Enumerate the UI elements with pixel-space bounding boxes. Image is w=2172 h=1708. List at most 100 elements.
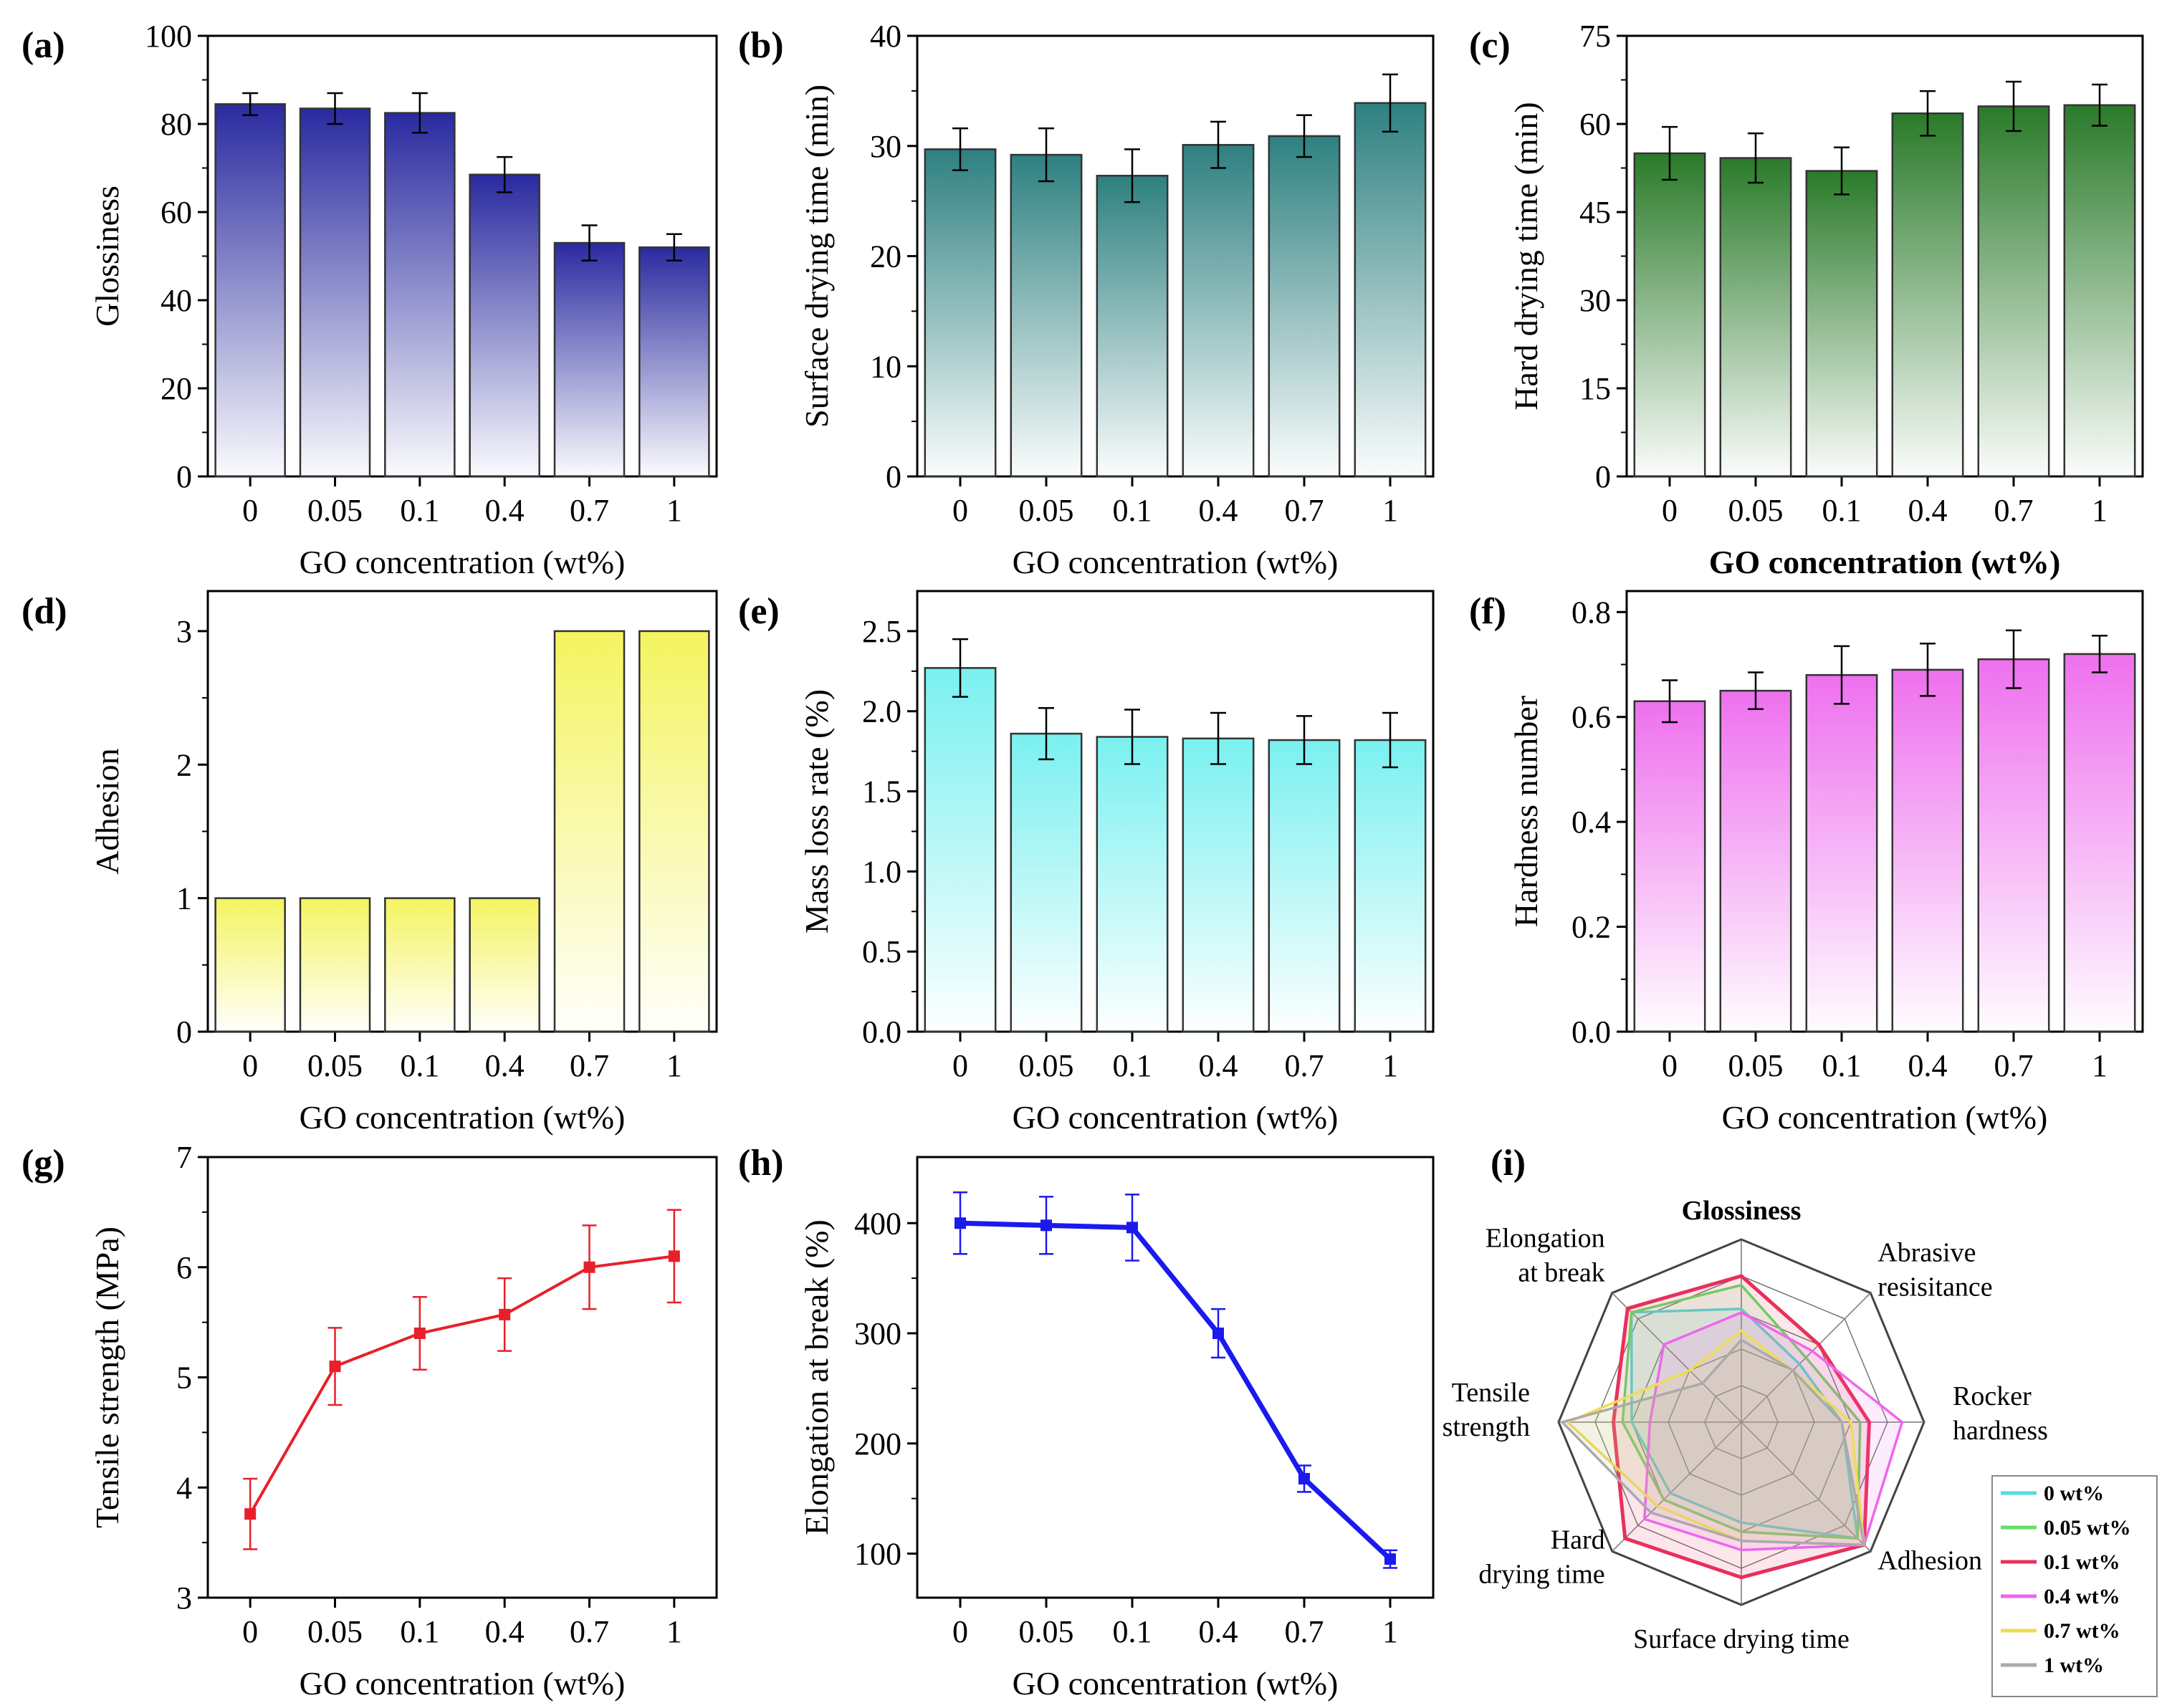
x-axis-label: GO concentration (wt%)	[300, 544, 626, 580]
legend-label: 0.4 wt%	[2044, 1585, 2120, 1608]
y-tick-label: 0.2	[1571, 910, 1611, 945]
radar-axis-label: Tensile	[1452, 1378, 1530, 1408]
radar-series	[1559, 1338, 1866, 1547]
x-tick-label: 0.1	[400, 1048, 439, 1083]
plot-frame	[916, 590, 1435, 1033]
y-tick-label: 200	[854, 1426, 901, 1462]
chart-e: (e) 0.0 0.5 1.0 1.5 2.0 2.5 0 0.05 0.1 0.4 0.7 1 GO c…	[738, 590, 1435, 1136]
radar-axis-label: drying time	[1478, 1559, 1604, 1589]
x-tick-label: 0.7	[1285, 1048, 1324, 1083]
panel-label-i: (i)	[1491, 1143, 1526, 1184]
x-tick-label: 1	[1382, 1614, 1398, 1649]
data-point	[1298, 1472, 1310, 1484]
bar	[1268, 135, 1341, 478]
plot-frame	[206, 590, 718, 1033]
y-tick-label: 0.0	[1571, 1014, 1611, 1050]
bar	[553, 241, 626, 478]
y-tick-label: 0.6	[1571, 700, 1611, 735]
y-axis-label: Adhesion	[89, 748, 125, 874]
legend-label: 0.1 wt%	[2044, 1550, 2120, 1574]
y-axis-label: Mass loss rate (%)	[798, 689, 835, 934]
x-tick-label: 0.1	[400, 493, 439, 528]
bar	[214, 897, 286, 1033]
x-axis-label: GO concentration (wt%)	[300, 1099, 626, 1136]
x-tick-label: 0	[952, 1048, 968, 1083]
x-tick-label: 0.1	[1113, 1614, 1152, 1649]
x-tick-label: 0.1	[1822, 493, 1862, 528]
bar	[2063, 653, 2136, 1033]
bar	[1805, 673, 1878, 1033]
chart-b: (b) 0 10 20 30 40 0 0.05 0.1 0.4 0.7 1 GO concentrat…	[738, 19, 1435, 580]
legend-label: 0.7 wt%	[2044, 1619, 2120, 1643]
y-tick-label: 0	[176, 459, 192, 494]
x-tick-label: 0.7	[570, 493, 609, 528]
y-tick-label: 100	[854, 1537, 901, 1572]
y-tick-label: 30	[1579, 283, 1611, 318]
y-tick-label: 0	[1595, 459, 1611, 494]
radar-axis-label: strength	[1443, 1412, 1530, 1442]
x-tick-label: 1	[666, 1048, 682, 1083]
y-axis-label: Glossiness	[89, 186, 125, 327]
series-line	[960, 1220, 1392, 1561]
x-tick-label: 0.05	[1019, 1614, 1074, 1649]
x-tick-label: 1	[666, 493, 682, 528]
y-tick-label: 7	[176, 1140, 192, 1175]
y-axis-label: Hard drying time (min)	[1508, 102, 1544, 411]
y-axis-label: Elongation at break (%)	[798, 1219, 835, 1535]
y-tick-label: 1.5	[862, 774, 901, 810]
y-tick-label: 4	[176, 1470, 192, 1505]
legend-box	[1991, 1475, 2158, 1697]
x-tick-label: 0.1	[400, 1614, 439, 1649]
bar	[1891, 112, 1964, 478]
chart-c: (c) 0 15 30 45 60 75 0 0.05 0.1 0.4 0.7 1 GO concentr…	[1469, 19, 2144, 580]
bar	[1891, 668, 1964, 1033]
radar-axis-label: resisitance	[1877, 1272, 1992, 1302]
data-point	[1212, 1328, 1224, 1339]
bar	[1354, 739, 1427, 1033]
bar	[1977, 105, 2050, 478]
plot-frame	[1625, 590, 2144, 1033]
bar	[1633, 152, 1706, 478]
data-point	[1126, 1222, 1138, 1234]
x-tick-label: 0.1	[1113, 1048, 1152, 1083]
y-axis-label: Surface drying time (min)	[798, 85, 835, 428]
y-tick-label: 40	[161, 283, 192, 318]
bar	[384, 112, 456, 478]
radar-axis-label: Abrasive	[1877, 1238, 1976, 1268]
y-tick-label: 0.0	[862, 1014, 901, 1050]
plot-frame	[916, 1156, 1435, 1599]
y-tick-label: 30	[870, 129, 901, 164]
data-point	[1040, 1219, 1052, 1232]
plot-frame	[206, 1156, 718, 1599]
y-tick-label: 6	[176, 1250, 192, 1285]
bar	[214, 103, 286, 478]
legend-label: 1 wt%	[2044, 1654, 2104, 1677]
y-tick-label: 3	[176, 1580, 192, 1616]
radar-axis-label: Adhesion	[1877, 1545, 1982, 1575]
x-tick-label: 0.05	[1019, 1048, 1074, 1083]
legend-label: 0 wt%	[2044, 1482, 2104, 1505]
chart-i: (i) Glossiness Abrasive resisitance Rocker ha…	[1443, 1143, 2158, 1697]
radar-series	[1630, 1308, 1860, 1540]
x-tick-label: 1	[666, 1614, 682, 1649]
x-tick-label: 0.05	[1728, 1048, 1784, 1083]
x-tick-label: 0.7	[570, 1614, 609, 1649]
x-tick-label: 0.7	[1994, 493, 2034, 528]
radar-axis-label: hardness	[1953, 1416, 2048, 1446]
x-axis-label: GO concentration (wt%)	[1013, 1665, 1339, 1702]
panel-label-d: (d)	[21, 591, 67, 632]
x-tick-label: 0	[952, 1614, 968, 1649]
radar-spoke	[1612, 1421, 1742, 1552]
y-tick-label: 400	[854, 1206, 901, 1241]
bar	[638, 246, 710, 478]
bar	[553, 630, 626, 1033]
x-tick-label: 0	[242, 493, 258, 528]
y-tick-label: 0	[176, 1014, 192, 1050]
x-axis-label: GO concentration (wt%)	[1722, 1099, 2048, 1136]
radar-axis-label: Surface drying time	[1633, 1624, 1850, 1654]
x-tick-label: 0.05	[307, 1614, 363, 1649]
panel-label-h: (h)	[738, 1143, 784, 1184]
y-tick-label: 2.0	[862, 694, 901, 729]
legend-label: 0.05 wt%	[2044, 1516, 2131, 1540]
y-tick-label: 0.8	[1571, 595, 1611, 630]
